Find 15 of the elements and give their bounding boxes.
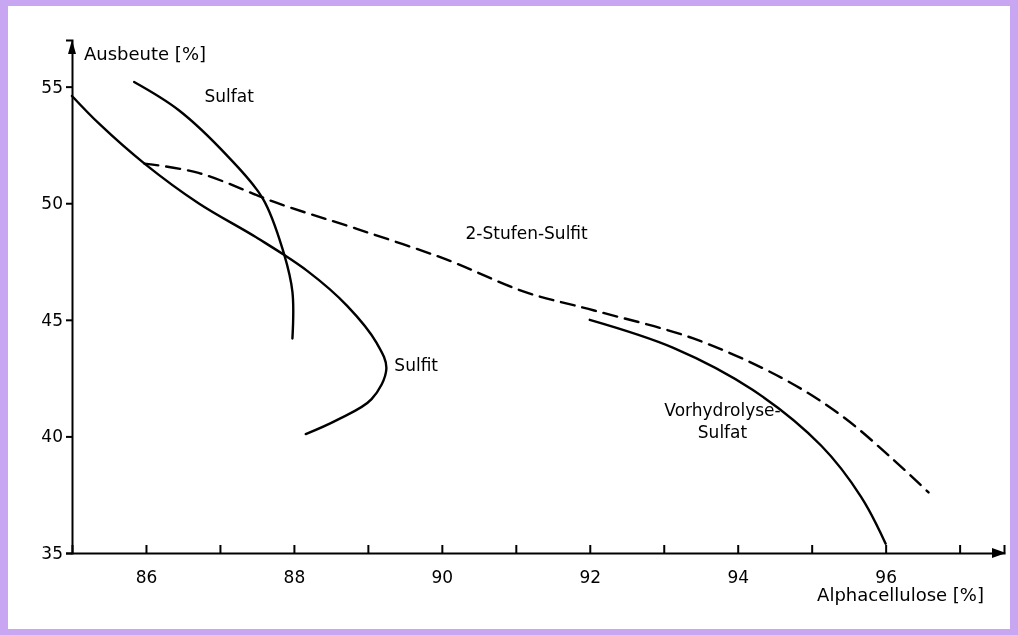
y-tick-label: 45 <box>41 309 63 330</box>
y-axis-title: Ausbeute [%] <box>84 43 207 64</box>
y-tick-label: 40 <box>41 426 63 447</box>
series-label: Sulfat <box>204 85 255 106</box>
y-tick-label: 35 <box>41 542 63 563</box>
series-label: 2-Stufen-Sulfit <box>465 223 589 244</box>
y-tick-label: 50 <box>41 193 63 214</box>
x-tick-label: 86 <box>135 567 158 588</box>
series-label: Sulfit <box>394 354 439 375</box>
x-tick-label: 94 <box>727 567 750 588</box>
y-tick-label: 55 <box>41 76 63 97</box>
x-tick-label: 92 <box>579 567 602 588</box>
x-tick-label: 90 <box>431 567 454 588</box>
x-tick-label: 88 <box>283 567 306 588</box>
series-label: Vorhydrolyse-Sulfat <box>664 399 781 442</box>
